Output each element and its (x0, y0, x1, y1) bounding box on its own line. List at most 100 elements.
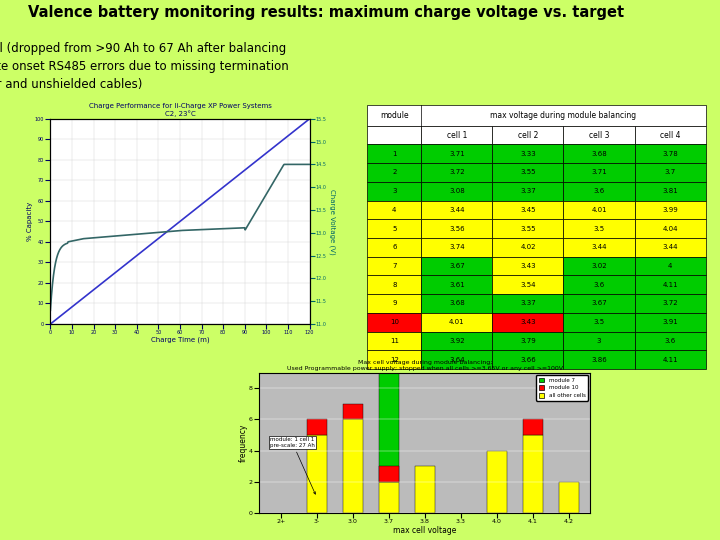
Text: 3.55: 3.55 (520, 226, 536, 232)
Bar (421, 294, 492, 313)
Bar (421, 238, 492, 256)
Bar (367, 105, 706, 126)
Text: 4.01: 4.01 (449, 319, 464, 325)
Bar (367, 275, 421, 294)
Text: 3.5: 3.5 (593, 319, 605, 325)
Bar (379, 482, 399, 513)
Bar (492, 219, 564, 238)
Text: 3.54: 3.54 (520, 282, 536, 288)
Text: cell 3: cell 3 (589, 131, 609, 139)
Text: 3.7: 3.7 (665, 170, 675, 176)
Text: 3.5: 3.5 (593, 226, 605, 232)
Text: cell 1: cell 1 (446, 131, 467, 139)
Text: 3.72: 3.72 (449, 170, 464, 176)
Text: 3.02: 3.02 (591, 263, 607, 269)
Bar (343, 404, 363, 420)
Bar (564, 332, 634, 350)
Text: 3.78: 3.78 (662, 151, 678, 157)
Bar (564, 256, 634, 275)
Bar (492, 332, 564, 350)
Text: 3.43: 3.43 (520, 263, 536, 269)
Text: 3.67: 3.67 (449, 263, 464, 269)
Bar (367, 350, 421, 369)
Bar (367, 332, 421, 350)
Bar (487, 450, 507, 513)
Bar (492, 182, 564, 200)
Text: 3.6: 3.6 (593, 188, 605, 194)
Bar (367, 238, 421, 256)
Bar (367, 126, 421, 144)
Text: 3.43: 3.43 (520, 319, 536, 325)
Text: 1: 1 (392, 151, 397, 157)
Text: 3.44: 3.44 (591, 244, 607, 251)
Text: 12: 12 (390, 356, 399, 362)
Bar (523, 420, 543, 435)
Text: 2: 2 (392, 170, 397, 176)
Bar (634, 219, 706, 238)
Text: 5: 5 (392, 226, 397, 232)
Bar (492, 256, 564, 275)
Bar (492, 238, 564, 256)
Text: 3.74: 3.74 (449, 244, 464, 251)
Bar (492, 144, 564, 163)
Text: module: module (380, 111, 408, 120)
Text: 3: 3 (392, 188, 397, 194)
Bar (379, 466, 399, 482)
Text: 3.44: 3.44 (662, 244, 678, 251)
Bar (634, 182, 706, 200)
Text: 4: 4 (668, 263, 672, 269)
Bar (564, 182, 634, 200)
Bar (421, 350, 492, 369)
Text: 9: 9 (392, 300, 397, 306)
Bar (634, 200, 706, 219)
Text: 3.55: 3.55 (520, 170, 536, 176)
Text: 3.66: 3.66 (520, 356, 536, 362)
Text: 3.71: 3.71 (591, 170, 607, 176)
Bar (564, 350, 634, 369)
Y-axis label: % Capacity: % Capacity (27, 202, 33, 241)
Bar (421, 219, 492, 238)
Text: 3.56: 3.56 (449, 226, 464, 232)
Bar (492, 200, 564, 219)
Legend: module 7, module 10, all other cells: module 7, module 10, all other cells (536, 375, 588, 401)
Bar (492, 294, 564, 313)
Text: 4.01: 4.01 (591, 207, 607, 213)
Bar (634, 350, 706, 369)
Bar (415, 466, 435, 513)
Bar (367, 256, 421, 275)
Text: Troubleshooting unbalanced cell (dropped from >90 Ah to 67 Ah after balancing
di: Troubleshooting unbalanced cell (dropped… (0, 42, 289, 91)
Bar (559, 482, 579, 513)
Text: 3.37: 3.37 (520, 300, 536, 306)
Bar (564, 163, 634, 182)
Title: Max cell voltage during module balancing;
Used Programmable power supply; stoppe: Max cell voltage during module balancing… (287, 360, 563, 371)
Text: 3.68: 3.68 (591, 151, 607, 157)
Text: 6: 6 (392, 244, 397, 251)
Bar (564, 219, 634, 238)
Y-axis label: Charge Voltage (V): Charge Voltage (V) (328, 188, 335, 254)
Text: Valence battery monitoring results: maximum charge voltage vs. target: Valence battery monitoring results: maxi… (28, 5, 624, 21)
Bar (492, 350, 564, 369)
Y-axis label: frequency: frequency (238, 423, 248, 462)
Bar (634, 332, 706, 350)
X-axis label: Charge Time (m): Charge Time (m) (150, 336, 210, 343)
Text: 3.6: 3.6 (593, 282, 605, 288)
Bar (492, 126, 564, 144)
Text: 3.86: 3.86 (591, 356, 607, 362)
Bar (421, 163, 492, 182)
Text: 4.11: 4.11 (662, 282, 678, 288)
Text: 3.81: 3.81 (662, 188, 678, 194)
Text: 3.6: 3.6 (665, 338, 675, 344)
Text: cell 4: cell 4 (660, 131, 680, 139)
Bar (421, 313, 492, 332)
Text: 4.11: 4.11 (662, 356, 678, 362)
Bar (367, 182, 421, 200)
Text: 3.64: 3.64 (449, 356, 464, 362)
Text: 3.99: 3.99 (662, 207, 678, 213)
Text: 4.04: 4.04 (662, 226, 678, 232)
Bar (307, 420, 327, 435)
Text: 3.67: 3.67 (591, 300, 607, 306)
Text: 4: 4 (392, 207, 397, 213)
Bar (379, 373, 399, 482)
Bar (421, 275, 492, 294)
Bar (367, 313, 421, 332)
